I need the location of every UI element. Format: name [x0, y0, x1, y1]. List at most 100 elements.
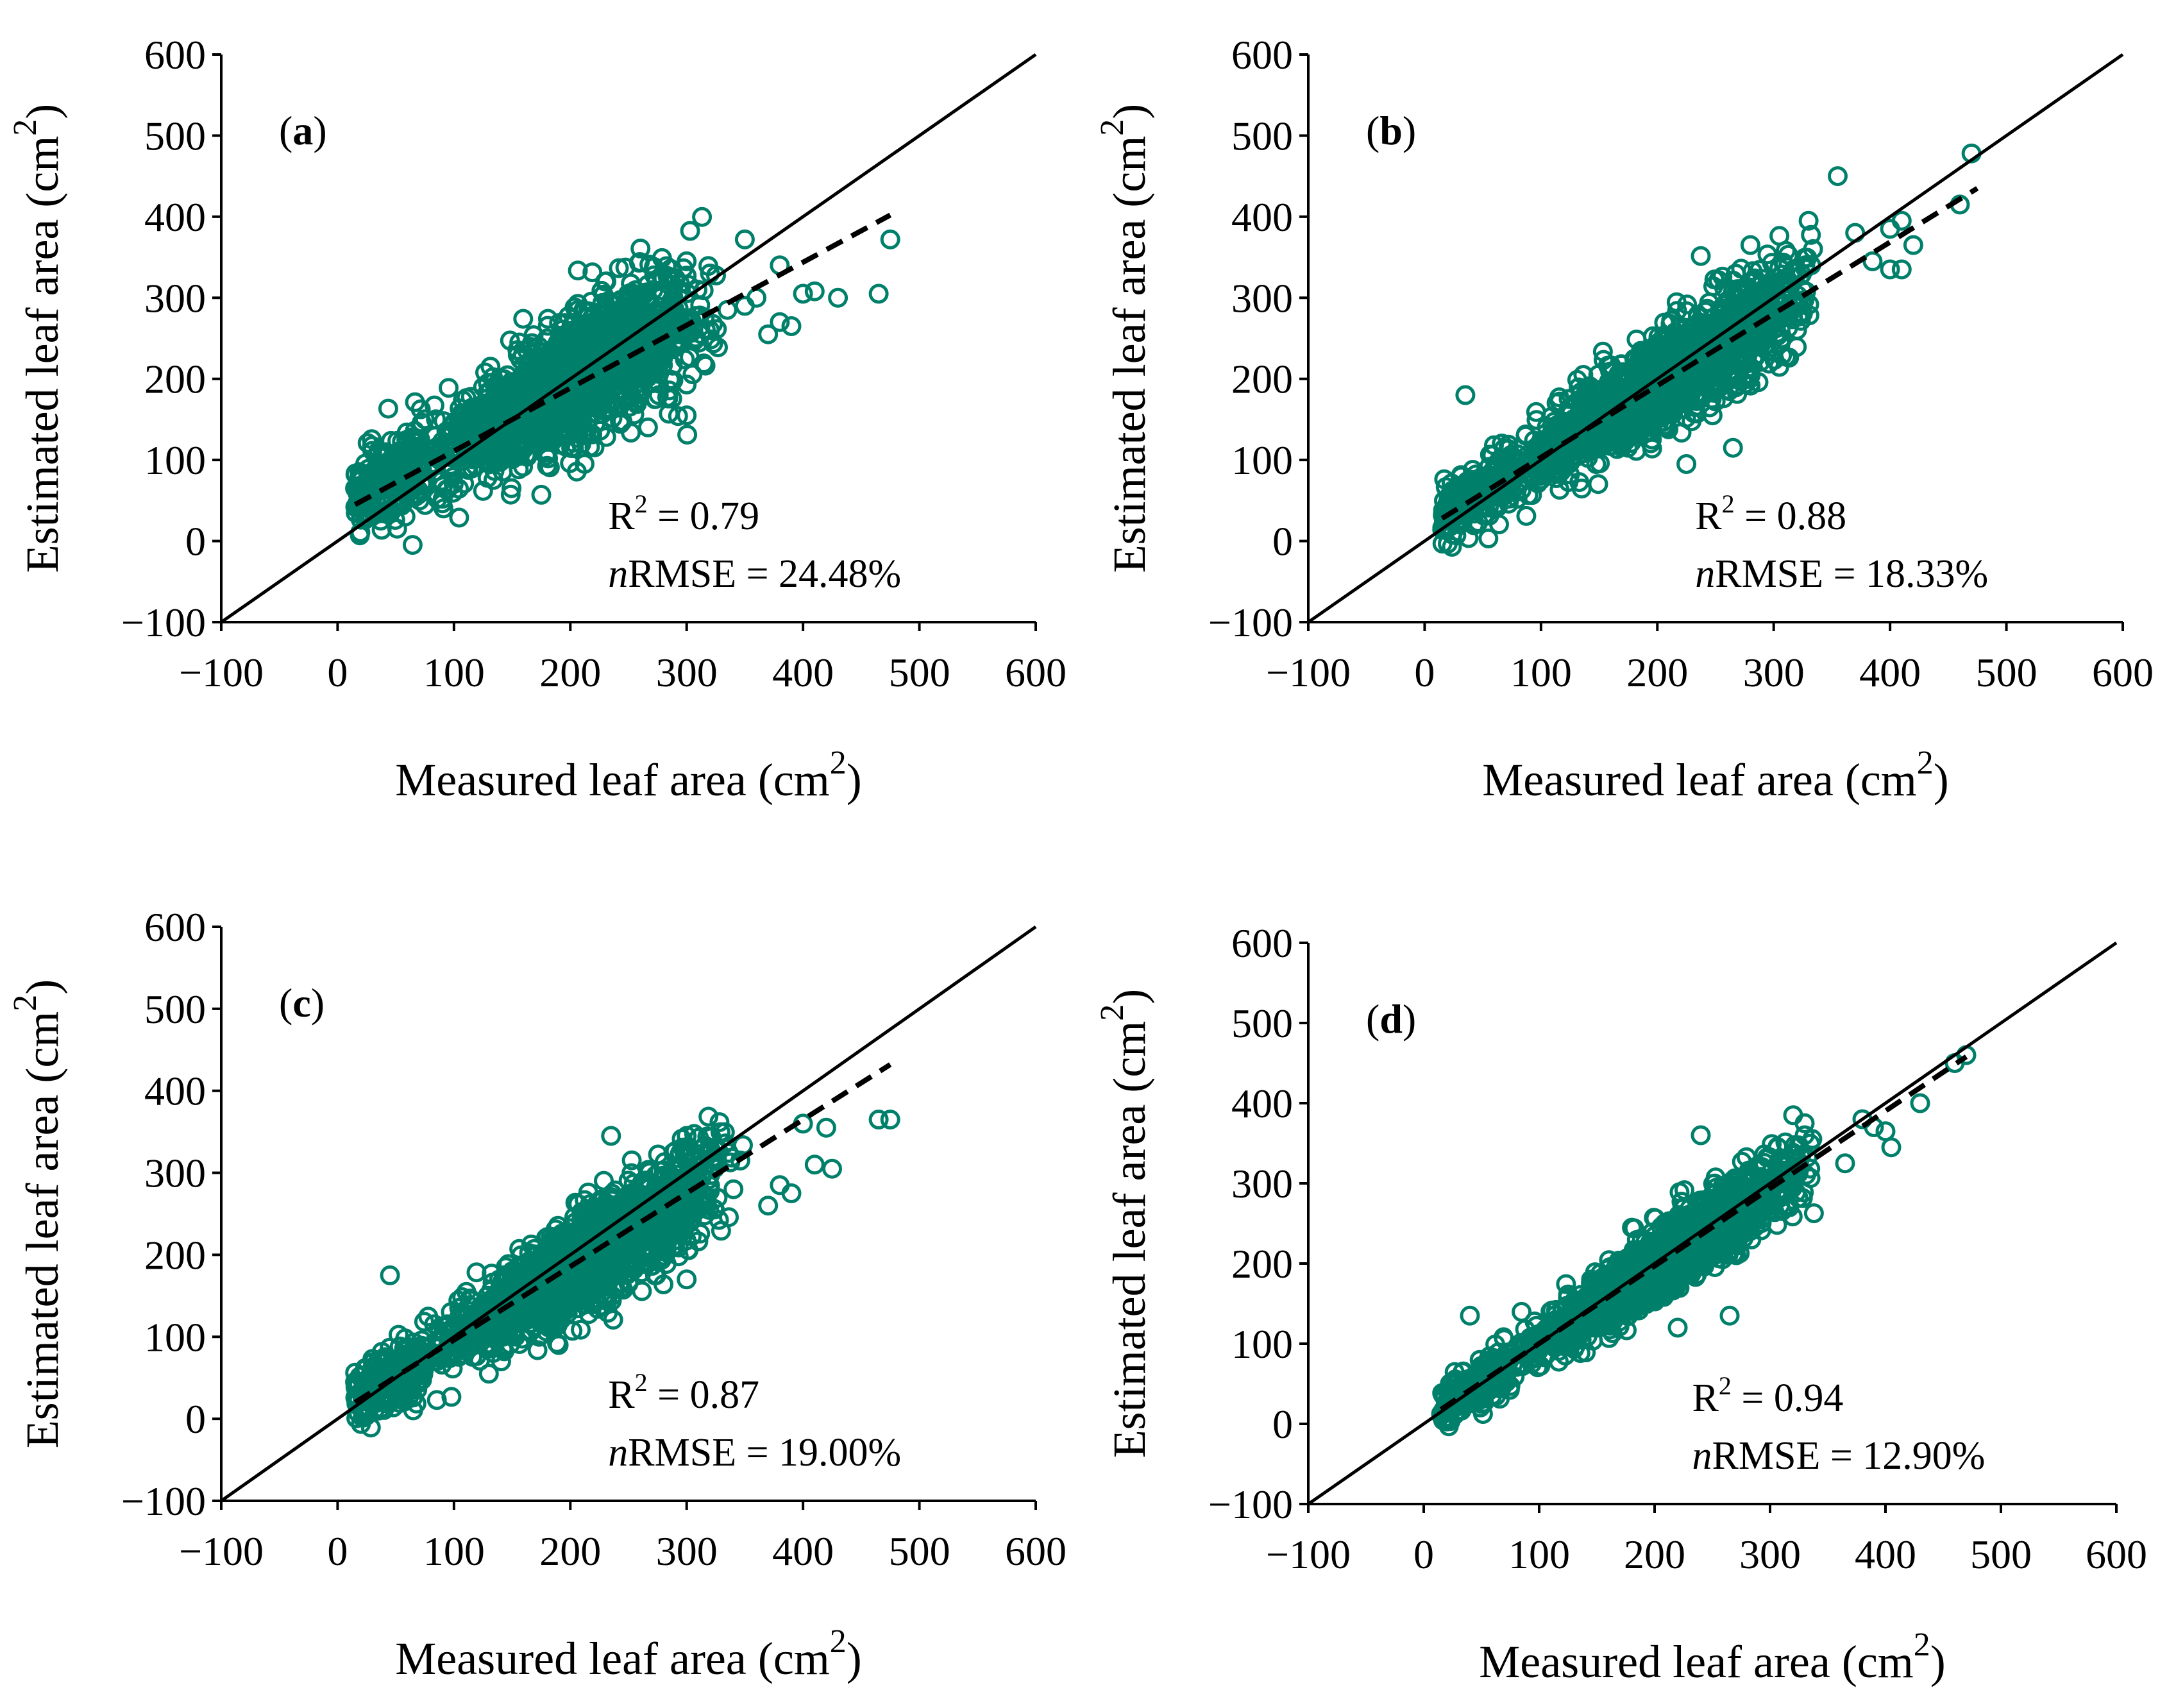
x-tick-label: 600: [1005, 650, 1067, 695]
data-point: [550, 434, 570, 455]
data-point: [500, 484, 521, 505]
data-point: [675, 317, 696, 337]
data-point: [410, 399, 431, 419]
data-point: [424, 395, 444, 416]
x-tick-label: 0: [327, 650, 348, 695]
data-point: [531, 484, 552, 505]
data-point: [561, 343, 582, 364]
data-point: [734, 296, 755, 316]
regression-fit-line: [1440, 186, 1979, 521]
data-point: [1723, 437, 1743, 458]
identity-line: [220, 53, 1037, 624]
y-tick-label: 600: [1231, 32, 1293, 78]
data-point: [1469, 471, 1489, 491]
data-point: [1498, 450, 1518, 471]
data-point: [534, 371, 555, 391]
data-point: [1731, 258, 1751, 279]
x-tick-label: 300: [1743, 650, 1805, 695]
data-point: [781, 316, 802, 336]
y-axis-title-close: ): [1104, 104, 1155, 119]
data-point: [679, 275, 699, 295]
y-tick-label: −100: [121, 600, 206, 645]
data-point: [652, 342, 673, 362]
data-point: [1718, 306, 1739, 326]
data-point: [1691, 246, 1711, 266]
data-point: [1880, 259, 1900, 280]
x-tick-label: 400: [1859, 650, 1921, 695]
data-point: [568, 294, 588, 314]
nrmse-value: RMSE = 24.48%: [628, 552, 901, 596]
data-point: [1671, 423, 1692, 443]
data-point: [1478, 528, 1499, 548]
data-point: [458, 405, 478, 426]
data-point: [770, 312, 790, 332]
data-point: [1795, 255, 1816, 276]
data-point: [1685, 384, 1706, 405]
data-point: [1650, 391, 1671, 412]
data-point: [690, 295, 711, 316]
x-axis-title-close: ): [1934, 754, 1949, 806]
y-tick-label: 400: [1231, 194, 1293, 240]
data-point: [1678, 344, 1698, 364]
panel-label-close: ): [313, 108, 326, 153]
data-point: [630, 239, 651, 258]
data-point: [1682, 411, 1702, 432]
data-point: [677, 425, 698, 445]
data-point: [644, 265, 664, 285]
data-point: [414, 409, 435, 430]
x-axis-title: Measured leaf area (cm2): [395, 745, 862, 806]
data-point: [485, 375, 506, 396]
panel-b: −100−10000100100200200300300400400500500…: [1094, 32, 2154, 806]
x-tick-label: 100: [423, 650, 485, 695]
data-point: [378, 398, 398, 419]
panel-label-close: ): [1403, 108, 1416, 153]
data-point: [371, 447, 392, 468]
data-point: [1710, 351, 1730, 371]
y-axis-title-text: Estimated leaf area (cm: [1104, 136, 1155, 573]
data-point: [605, 309, 625, 329]
nrmse-label: nRMSE = 18.33%: [1695, 552, 1988, 596]
data-point: [523, 428, 544, 448]
data-point: [1791, 310, 1811, 331]
data-point: [582, 262, 603, 283]
data-point: [1588, 474, 1608, 495]
x-axis-title-text: Measured leaf area (cm: [1482, 754, 1917, 806]
data-point: [509, 332, 530, 353]
data-point: [695, 355, 716, 376]
data-point: [1712, 266, 1733, 287]
y-tick-label: 100: [1231, 437, 1293, 483]
data-point: [1565, 414, 1586, 434]
data-point: [662, 389, 682, 409]
y-axis-title: Estimated leaf area (cm2): [7, 104, 68, 573]
data-point: [568, 260, 588, 281]
r-squared-sup: 2: [1722, 489, 1735, 518]
data-point: [1775, 241, 1796, 261]
data-point: [538, 448, 559, 469]
scatter-points: [1432, 143, 1982, 557]
data-point: [472, 445, 493, 466]
identity-line: [1307, 53, 2124, 624]
data-point: [1862, 251, 1883, 271]
data-point: [483, 469, 503, 490]
data-point: [1593, 408, 1614, 428]
data-point: [1528, 450, 1548, 470]
panel-label-open: (: [279, 108, 292, 153]
data-point: [1690, 312, 1710, 333]
data-point: [434, 411, 454, 432]
data-point: [1451, 465, 1471, 486]
data-point: [680, 221, 700, 241]
data-point: [1766, 287, 1787, 307]
x-tick-label: −100: [179, 650, 264, 695]
data-point: [509, 387, 530, 408]
data-point: [449, 507, 469, 528]
data-point: [1699, 397, 1720, 418]
data-point: [609, 258, 629, 278]
data-point: [660, 369, 680, 390]
data-point: [1758, 326, 1778, 346]
data-point: [580, 390, 600, 410]
x-tick-label: 500: [1976, 650, 2037, 695]
data-point: [1798, 210, 1819, 231]
data-point: [574, 425, 595, 445]
data-point: [828, 287, 848, 308]
data-point: [345, 478, 366, 498]
